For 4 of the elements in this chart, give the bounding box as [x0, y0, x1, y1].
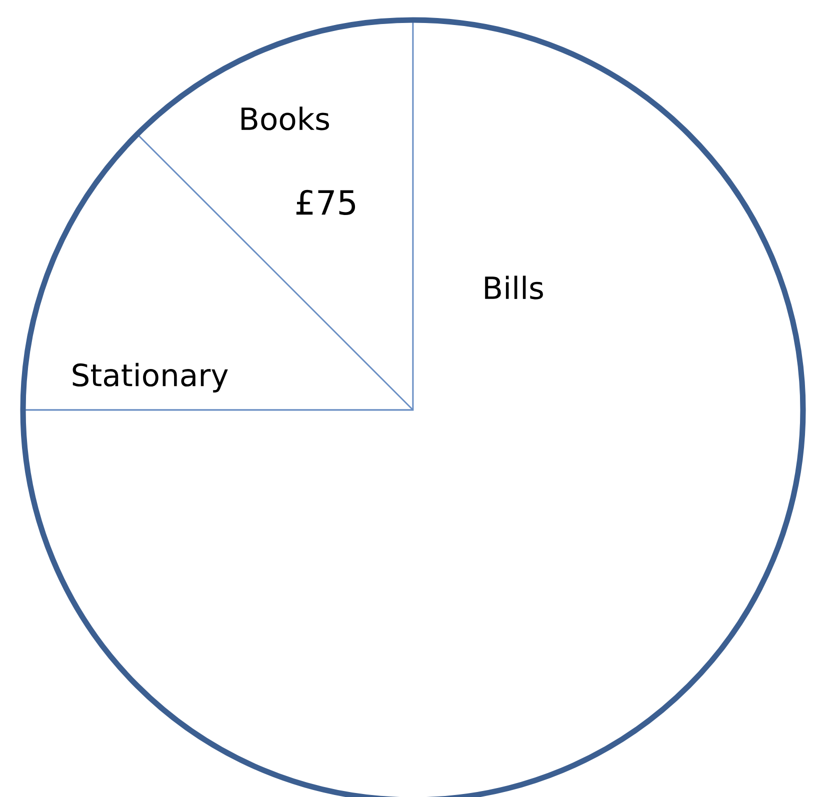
- slice-label: Books: [242, 106, 329, 130]
- slice-label: Bills: [485, 276, 543, 300]
- slice-label: Stationary: [72, 362, 228, 392]
- data-label: £75: [296, 190, 356, 216]
